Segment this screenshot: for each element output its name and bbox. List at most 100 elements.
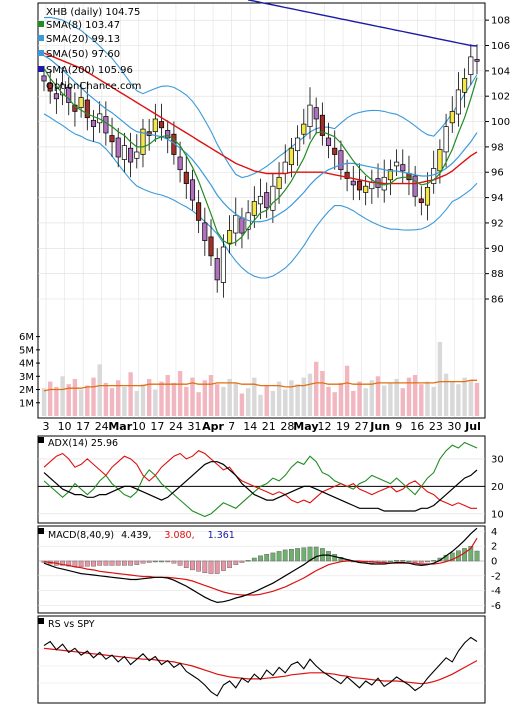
macd-histogram-bar (152, 560, 158, 563)
macd-histogram-bar (78, 560, 84, 568)
macd-histogram-bar (431, 560, 437, 562)
macd-histogram-bar (227, 560, 232, 568)
macd-histogram-bar (394, 560, 399, 562)
date-tick-label: 23 (429, 420, 443, 433)
macd-label: MACD(8,40,9) 4.439, 3.080, 1.361 (48, 530, 235, 541)
candle-body (53, 93, 59, 100)
macd-histogram-bar (159, 560, 164, 563)
macd-histogram-bar (326, 551, 331, 562)
macd-tick-label: 2 (491, 542, 497, 553)
candle-body (288, 147, 294, 166)
macd-histogram-bar (245, 560, 251, 562)
volume-bar (375, 376, 381, 416)
candle-body (387, 169, 393, 181)
sma50-line (43, 52, 478, 185)
adx-tick-label: 30 (491, 454, 504, 465)
volume-bar (450, 381, 455, 416)
volume-bar (412, 375, 418, 416)
volume-bar (48, 381, 53, 416)
candle-body (424, 187, 431, 206)
macd-histogram-bar (233, 560, 239, 565)
volume-bar (338, 382, 344, 416)
watermark: OptionChance.com (46, 81, 141, 92)
volume-bar (196, 392, 201, 416)
volume-bar (252, 377, 257, 416)
volume-bar (344, 365, 350, 416)
volume-bar (78, 389, 84, 416)
candle-body (282, 161, 288, 174)
macd-histogram-bar (437, 557, 443, 562)
candle-body (325, 137, 332, 146)
candle-body (257, 195, 264, 205)
candle-body (251, 201, 257, 216)
volume-bar (128, 372, 133, 416)
macd-histogram-bar (165, 560, 171, 563)
macd-histogram-bar (313, 546, 319, 562)
volume-bar (153, 389, 158, 416)
volume-bar (41, 388, 47, 416)
price-tick-label: 100 (491, 117, 510, 128)
volume-bar (419, 384, 424, 416)
volume-bar (394, 379, 399, 416)
volume-bar (165, 375, 170, 416)
volume-bar (400, 388, 405, 416)
candle-body (90, 119, 97, 127)
adx-swatch (38, 437, 44, 443)
legend-swatch-sma8 (38, 21, 44, 27)
candle-body (103, 116, 109, 134)
macd-histogram-bar (289, 549, 294, 562)
bollinger-bands (43, 16, 478, 279)
adx-panel: ADX(14) 25.96 10 20 30 (37, 435, 504, 524)
macd-histogram-bar (462, 548, 467, 562)
candle-body (418, 198, 424, 204)
macd-histogram-bar (97, 560, 103, 566)
date-tick-label: 27 (355, 420, 369, 433)
price-panel: 86 88 90 92 94 96 98 100 102 104 106 108 1M 2M 3M 4M 5M… (19, 0, 510, 419)
macd-histogram-bar (412, 560, 418, 563)
macd-tick-label: -2 (491, 571, 501, 582)
volume-bar (301, 377, 306, 416)
volume-bar (239, 393, 245, 416)
volume-bar (184, 386, 189, 416)
macd-histogram-bar (418, 560, 424, 563)
candle-body (443, 126, 449, 153)
rs-panel: RS vs SPY (37, 615, 486, 704)
macd-histogram-bar (103, 560, 109, 566)
date-tick-label: 12 (317, 420, 331, 433)
volume-bar (221, 386, 226, 416)
macd-panel-frame (37, 525, 486, 614)
volume-bar (431, 386, 436, 416)
macd-histogram-bar (258, 555, 263, 562)
macd-label-prefix: MACD(8,40,9) (48, 530, 114, 541)
price-tick-label: 86 (491, 294, 504, 305)
candle-body (202, 222, 208, 241)
macd-histogram-bar (239, 560, 245, 563)
candle-body (295, 137, 301, 152)
candle-body (183, 171, 189, 184)
volume-bar (357, 381, 362, 416)
date-tick-label: 14 (243, 420, 257, 433)
volume-bar (289, 380, 294, 416)
date-tick-label: 24 (169, 420, 183, 433)
macd-histogram-bar (177, 560, 183, 566)
volume-bar (382, 385, 387, 416)
volume-bar (443, 373, 449, 416)
macd-histogram-bar (146, 560, 152, 563)
price-tick-label: 106 (491, 41, 510, 52)
macd-tick-label: 0 (491, 557, 497, 568)
macd-histogram-bar (208, 560, 214, 574)
legend-swatch-sma200 (38, 66, 44, 72)
candle-body (455, 89, 461, 115)
candle-body (227, 230, 233, 244)
macd-histogram-bar (468, 546, 474, 562)
candle-body (78, 97, 84, 108)
macd-histogram-bar (276, 551, 282, 562)
volume-bar (351, 390, 356, 416)
adx-axis-ticks: 10 20 30 (491, 454, 504, 520)
macd-histogram-bar (134, 560, 140, 565)
date-tick-label: Jul (464, 420, 481, 433)
adx-panel-frame (37, 435, 486, 524)
volume-bar (276, 381, 282, 416)
macd-histogram-bar (338, 557, 344, 562)
